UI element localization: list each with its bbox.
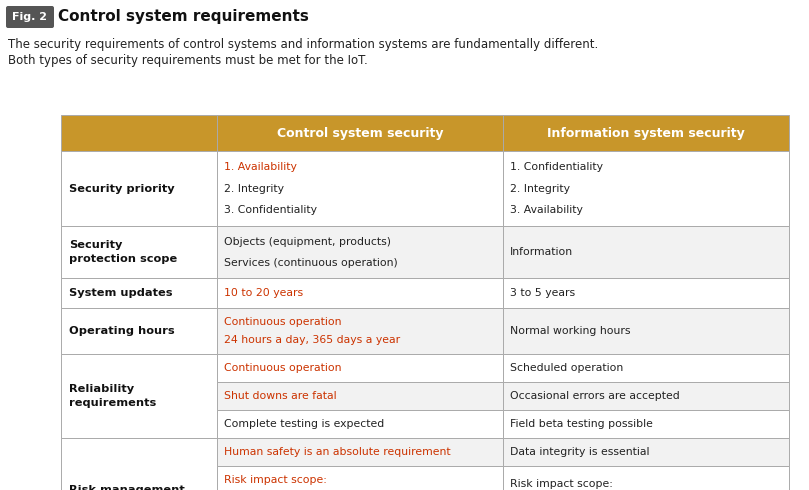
Text: Security
protection scope: Security protection scope: [69, 241, 177, 264]
Text: 2. Integrity: 2. Integrity: [224, 183, 284, 194]
Bar: [61, 308, 217, 354]
Text: Control system security: Control system security: [277, 126, 443, 140]
FancyBboxPatch shape: [6, 6, 54, 28]
Text: System updates: System updates: [69, 288, 172, 298]
Bar: [503, 410, 789, 438]
Text: Security priority: Security priority: [69, 183, 174, 194]
Text: 3 to 5 years: 3 to 5 years: [510, 288, 575, 298]
Bar: [503, 115, 789, 151]
Text: 1. Confidentiality: 1. Confidentiality: [510, 162, 604, 172]
Bar: [61, 278, 217, 308]
Bar: [61, 354, 217, 438]
Text: Fig. 2: Fig. 2: [12, 12, 48, 22]
Text: 3. Confidentiality: 3. Confidentiality: [224, 205, 317, 215]
Text: Human safety is an absolute requirement: Human safety is an absolute requirement: [224, 447, 451, 457]
Bar: [217, 278, 503, 308]
Bar: [503, 226, 789, 278]
Bar: [217, 115, 503, 151]
Bar: [503, 382, 789, 410]
Bar: [217, 226, 503, 278]
Text: Continuous operation: Continuous operation: [224, 363, 341, 373]
Bar: [217, 438, 503, 466]
Bar: [217, 354, 503, 382]
Bar: [61, 115, 217, 151]
Bar: [503, 308, 789, 354]
Bar: [217, 466, 503, 490]
Text: 3. Availability: 3. Availability: [510, 205, 583, 215]
Bar: [503, 278, 789, 308]
Text: Risk impact scope:: Risk impact scope:: [510, 479, 613, 489]
Bar: [503, 466, 789, 490]
Text: Scheduled operation: Scheduled operation: [510, 363, 624, 373]
Text: Shut downs are fatal: Shut downs are fatal: [224, 391, 337, 401]
Bar: [217, 382, 503, 410]
Text: The security requirements of control systems and information systems are fundame: The security requirements of control sys…: [8, 38, 598, 51]
Bar: [61, 151, 217, 226]
Text: Normal working hours: Normal working hours: [510, 326, 631, 336]
Text: Continuous operation: Continuous operation: [224, 317, 341, 327]
Text: Occasional errors are accepted: Occasional errors are accepted: [510, 391, 680, 401]
Text: Information system security: Information system security: [547, 126, 745, 140]
Text: Objects (equipment, products): Objects (equipment, products): [224, 237, 392, 246]
Text: Data integrity is essential: Data integrity is essential: [510, 447, 650, 457]
Text: Information: Information: [510, 247, 574, 257]
Text: Both types of security requirements must be met for the IoT.: Both types of security requirements must…: [8, 54, 368, 67]
Bar: [503, 354, 789, 382]
Text: Services (continuous operation): Services (continuous operation): [224, 258, 398, 268]
Bar: [503, 438, 789, 466]
Text: Operating hours: Operating hours: [69, 326, 174, 336]
Bar: [217, 410, 503, 438]
Text: Risk impact scope:: Risk impact scope:: [224, 475, 327, 485]
Bar: [503, 151, 789, 226]
Text: 2. Integrity: 2. Integrity: [510, 183, 570, 194]
Text: Risk management
requirements: Risk management requirements: [69, 486, 184, 490]
Text: 10 to 20 years: 10 to 20 years: [224, 288, 303, 298]
Text: Field beta testing possible: Field beta testing possible: [510, 419, 653, 429]
Bar: [217, 151, 503, 226]
Text: 1. Availability: 1. Availability: [224, 162, 297, 172]
Text: Reliability
requirements: Reliability requirements: [69, 384, 156, 408]
Text: 24 hours a day, 365 days a year: 24 hours a day, 365 days a year: [224, 335, 400, 345]
Text: Complete testing is expected: Complete testing is expected: [224, 419, 384, 429]
Bar: [217, 308, 503, 354]
Bar: [61, 226, 217, 278]
Text: Control system requirements: Control system requirements: [58, 9, 309, 24]
Bar: [61, 438, 217, 490]
